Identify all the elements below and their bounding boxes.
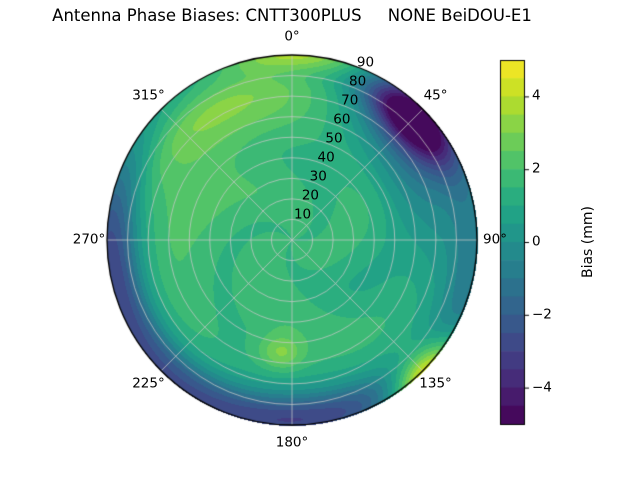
chart-title: Antenna Phase Biases: CNTT300PLUS NONE B… <box>52 6 532 25</box>
colorbar-label: Bias (mm) <box>580 205 596 279</box>
